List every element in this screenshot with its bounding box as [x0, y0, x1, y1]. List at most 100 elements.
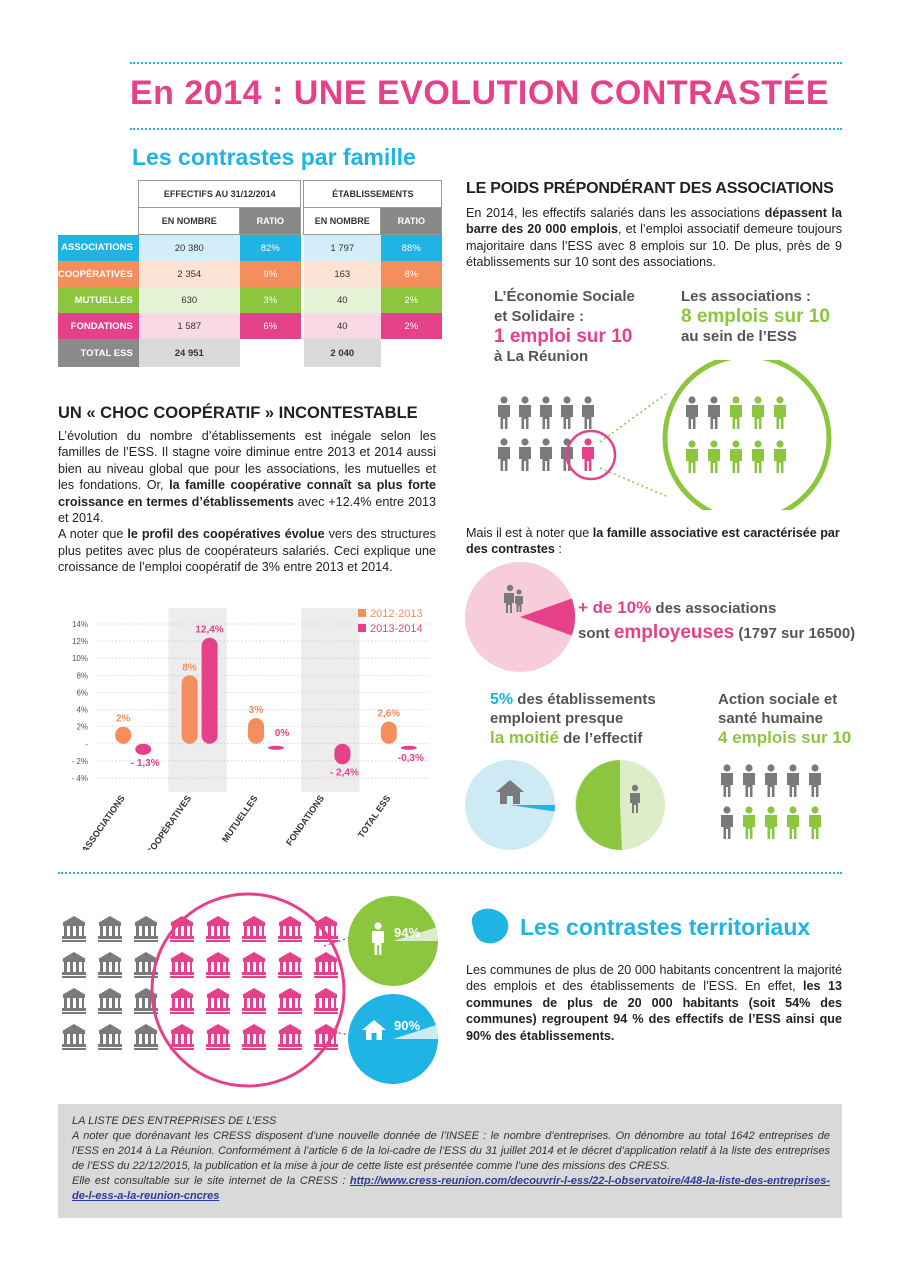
- y-tick-label: -: [85, 740, 88, 749]
- y-tick-label: 10%: [72, 654, 88, 663]
- row-label: MUTUELLES: [58, 287, 139, 313]
- etab-pies: [465, 760, 665, 851]
- paragraph-choc: L’évolution du nombre d’établissements e…: [58, 428, 436, 576]
- col-nombre: EN NOMBRE: [303, 207, 382, 235]
- evolution-chart: 14% 12% 10% 8% 6% 4% 2% - - 2% - 4% 2% - 1,3% ASSOCI…: [72, 608, 430, 850]
- cell: 88%: [380, 234, 442, 261]
- y-tick-label: - 2%: [72, 757, 88, 766]
- person-icon: [708, 396, 720, 429]
- text: L’évolution du nombre d’établissements e…: [58, 429, 436, 493]
- bar-coopratives-1: [181, 675, 198, 744]
- paragraph-poids: En 2014, les effectifs salariés dans les…: [466, 205, 842, 271]
- row-label: TOTAL ESS: [58, 339, 139, 367]
- cell: 24 951: [138, 339, 240, 367]
- row-label: FONDATIONS: [58, 313, 139, 339]
- cell: 3%: [239, 287, 301, 313]
- table-row: MUTUELLES 630 3% 40 2%: [58, 287, 442, 313]
- cell: 20 380: [138, 234, 240, 261]
- cell: 40: [303, 313, 381, 339]
- person-icon: [787, 806, 799, 839]
- town-hall-icon: [134, 916, 158, 942]
- y-tick-label: 8%: [76, 671, 88, 680]
- person-icon: [730, 440, 742, 473]
- text: santé humaine: [718, 710, 824, 727]
- cell: 163: [303, 261, 381, 287]
- liste-title: LA LISTE DES ENTREPRISES DE L’ESS: [72, 1115, 277, 1127]
- x-tick-label: FONDATIONS: [284, 793, 326, 847]
- text: de l’effectif: [558, 730, 643, 747]
- town-hall-icon: [206, 1024, 230, 1050]
- text: Les associations :: [681, 288, 812, 305]
- person-icon: [582, 396, 594, 429]
- town-hall-icon: [242, 1024, 266, 1050]
- legend-swatch: [358, 624, 366, 632]
- page-title: En 2014 : UNE EVOLUTION CONTRASTÉE: [130, 74, 829, 112]
- data-label: -0,3%: [398, 753, 424, 764]
- y-tick-label: 2%: [76, 723, 88, 732]
- person-icon: [787, 764, 799, 797]
- person-icon: [752, 396, 764, 429]
- x-tick-label: ASSOCIATIONS: [80, 793, 127, 850]
- text-bold: les 13 communes de plus de 20 000 habita…: [466, 979, 842, 1043]
- town-hall-icon: [314, 988, 338, 1014]
- person-icon: [721, 764, 733, 797]
- etab-text: 5% des établissements emploient presque …: [490, 690, 656, 748]
- data-label: 12,4%: [195, 625, 223, 636]
- liste-entreprises-box: LA LISTE DES ENTREPRISES DE L’ESS A note…: [58, 1104, 842, 1218]
- col-nombre: EN NOMBRE: [138, 207, 241, 235]
- y-tick-label: 12%: [72, 637, 88, 646]
- data-label: 3%: [249, 705, 264, 716]
- col-ratio: RATIO: [239, 207, 302, 235]
- town-hall-icon: [242, 916, 266, 942]
- row-label: ASSOCIATIONS: [58, 234, 139, 261]
- action-sociale-text: Action sociale et santé humaine 4 emploi…: [718, 690, 851, 747]
- cress-link[interactable]: http://www.cress-reunion.com/decouvrir-l…: [72, 1175, 830, 1202]
- cell: 9%: [239, 261, 301, 287]
- category-shade: [301, 608, 360, 792]
- person-icon: [561, 396, 573, 429]
- person-icon: [540, 438, 552, 471]
- table-row: COOPÉRATIVES 2 354 9% 163 8%: [58, 261, 442, 287]
- table-row: ASSOCIATIONS 20 380 82% 1 797 88%: [58, 234, 442, 261]
- assoc-info: Les associations : 8 emplois sur 10 au s…: [681, 287, 830, 347]
- town-hall-icon: [62, 952, 86, 978]
- stat-big: 4 emplois sur 10: [718, 728, 852, 747]
- cell: 2%: [380, 313, 442, 339]
- data-label: 8%: [182, 662, 197, 673]
- bar-totaless-2: [400, 745, 417, 750]
- bar-totaless-1: [380, 721, 397, 744]
- paragraph-territoriaux: Les communes de plus de 20 000 habitants…: [466, 962, 842, 1044]
- bar-associations-1: [115, 726, 132, 744]
- cell: 8%: [380, 261, 442, 287]
- x-tick-label: MUTUELLES: [220, 793, 260, 844]
- text: sont: [578, 625, 614, 642]
- heading-choc: UN « CHOC COOPÉRATIF » INCONTESTABLE: [58, 404, 418, 422]
- person-icon: [809, 764, 821, 797]
- town-hall-icon: [314, 952, 338, 978]
- town-hall-icon: [62, 1024, 86, 1050]
- bar-mutuelles-1: [248, 718, 264, 744]
- y-tick-label: - 4%: [72, 774, 88, 783]
- town-hall-icon: [278, 916, 302, 942]
- person-icon: [686, 440, 698, 473]
- x-tick-label: TOTAL ESS: [356, 793, 393, 839]
- stat-pct: + de 10%: [578, 598, 652, 617]
- cell: 1 587: [138, 313, 240, 339]
- reunion-island-icon: [471, 908, 509, 944]
- heading-poids: LE POIDS PRÉPONDÉRANT DES ASSOCIATIONS: [466, 180, 834, 197]
- data-label: - 1,3%: [131, 758, 160, 769]
- stat-assoc: 8 emplois sur 10: [681, 306, 830, 327]
- action-people: [721, 764, 821, 839]
- divider: [130, 128, 842, 130]
- person-icon: [752, 440, 764, 473]
- section-title-territoriaux: Les contrastes territoriaux: [520, 914, 811, 940]
- data-label: - 2,4%: [330, 767, 359, 778]
- text: Les communes de plus de 20 000 habitants…: [466, 963, 842, 994]
- person-icon: [774, 396, 786, 429]
- divider: [130, 62, 842, 64]
- data-label: 2,6%: [377, 709, 400, 720]
- text-bold: la famille associative est caractérisée …: [466, 526, 840, 557]
- person-icon: [708, 440, 720, 473]
- liste-text: Elle est consultable sur le site interne…: [72, 1175, 350, 1187]
- person-icon: [809, 806, 821, 839]
